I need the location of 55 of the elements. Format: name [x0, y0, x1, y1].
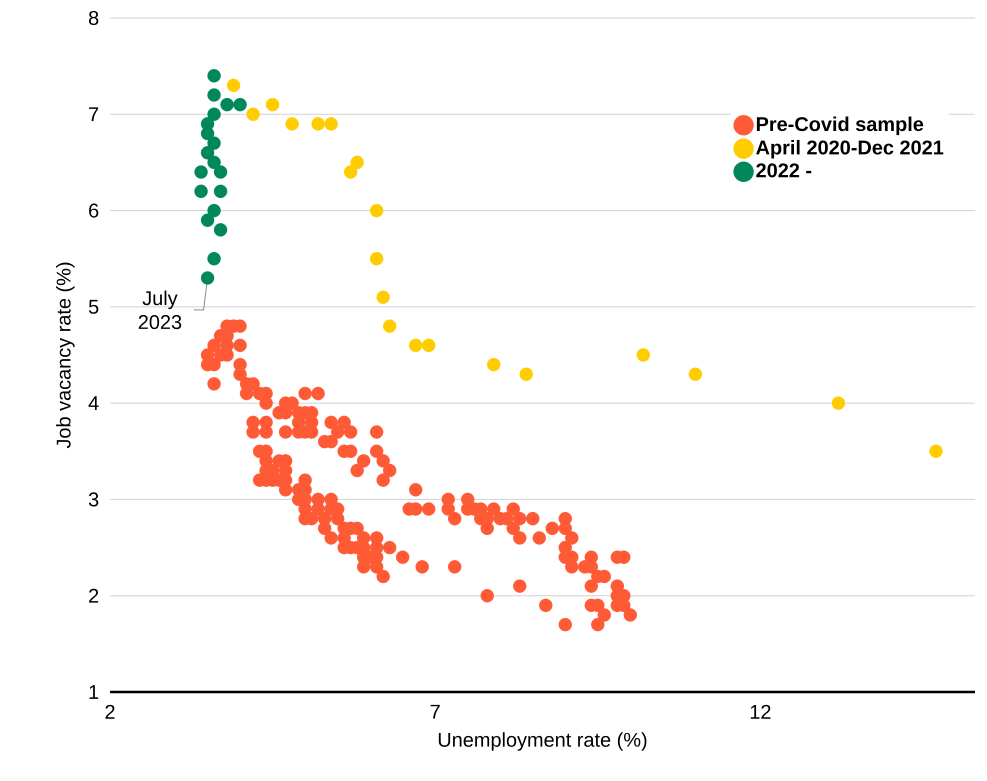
- point: [233, 98, 247, 112]
- point: [520, 368, 533, 381]
- legend-label: Pre-Covid sample: [756, 116, 924, 136]
- point: [487, 358, 500, 372]
- x-tick-label: 12: [750, 704, 770, 719]
- x-tick-label: 7: [430, 704, 440, 719]
- point: [207, 136, 221, 150]
- y-tick-label: 3: [88, 492, 98, 506]
- point: [207, 69, 221, 82]
- point: [207, 204, 221, 218]
- y-tick-label: 2: [89, 588, 98, 603]
- point: [226, 78, 240, 92]
- y-tick-label: 1: [90, 685, 98, 699]
- point: [214, 223, 228, 237]
- point: [207, 252, 221, 266]
- point: [311, 117, 325, 131]
- point: [194, 165, 208, 179]
- point: [376, 290, 390, 304]
- point: [200, 146, 214, 160]
- point: [636, 348, 650, 362]
- y-tick-label: 8: [88, 10, 98, 26]
- x-axis-title: Unemployment rate (%): [438, 732, 646, 751]
- point: [350, 156, 364, 170]
- point: [324, 117, 338, 131]
- legend-label: 2022 -: [756, 163, 812, 178]
- point: [344, 165, 358, 179]
- point: [207, 88, 221, 102]
- point: [200, 213, 214, 227]
- point: [266, 98, 280, 112]
- y-tick-label: 4: [88, 396, 99, 410]
- point: [408, 338, 422, 352]
- point: [214, 165, 228, 179]
- point: [929, 444, 943, 458]
- point: [207, 108, 221, 121]
- y-tick-label: 7: [89, 107, 98, 122]
- point: [200, 126, 214, 140]
- point: [220, 98, 234, 112]
- point: [200, 271, 214, 285]
- point: [370, 204, 384, 218]
- point: [370, 252, 384, 266]
- point: [382, 319, 396, 333]
- annotation: July 2023: [138, 290, 182, 330]
- point: [194, 184, 208, 198]
- x-tick-label: 2: [105, 704, 115, 719]
- y-axis-title: Job vacancy rate (%): [56, 262, 75, 448]
- y-tick-label: 5: [88, 300, 98, 314]
- point: [246, 108, 260, 121]
- point: [285, 117, 299, 131]
- point: [688, 368, 702, 381]
- legend-label: April 2020-Dec 2021: [756, 140, 944, 159]
- point: [207, 156, 221, 170]
- point: [214, 184, 228, 198]
- point: [832, 396, 846, 410]
- y-tick-label: 6: [89, 204, 98, 218]
- point: [422, 338, 436, 352]
